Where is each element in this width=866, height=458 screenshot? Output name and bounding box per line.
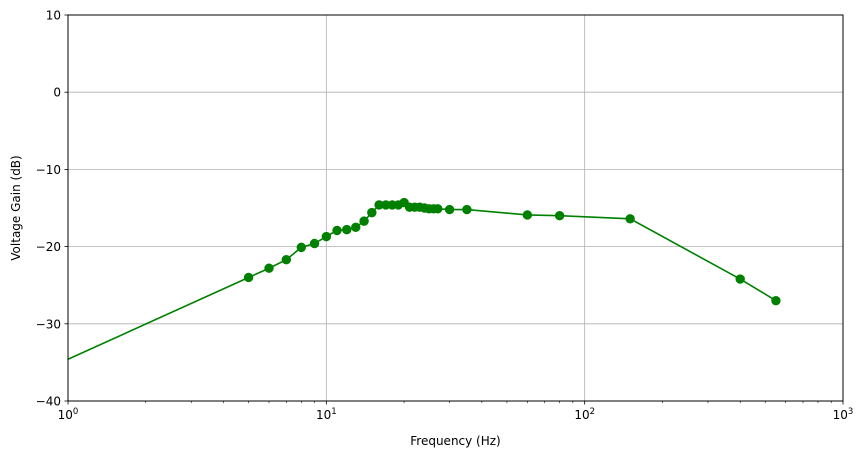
y-tick-label: 10 <box>46 9 61 23</box>
data-point <box>771 295 781 306</box>
data-point <box>332 225 342 236</box>
data-point <box>351 222 361 233</box>
x-tick-label: 101 <box>316 407 337 422</box>
data-point <box>444 204 455 215</box>
data-point <box>462 204 472 215</box>
data-point <box>309 238 320 249</box>
x-axis-label: Frequency (Hz) <box>410 434 501 448</box>
y-tick-label: −20 <box>36 240 61 254</box>
y-axis-label: Voltage Gain (dB) <box>9 155 23 260</box>
series-layer <box>67 197 781 360</box>
y-tick-label: −30 <box>36 317 61 331</box>
y-tick-label: −10 <box>36 163 61 177</box>
data-point <box>367 207 377 218</box>
y-tick-label: 0 <box>53 86 61 100</box>
data-point <box>433 204 443 214</box>
data-point <box>243 272 254 283</box>
y-tick-label: −40 <box>36 395 61 409</box>
data-point <box>342 224 352 235</box>
x-axis: 100 101 102 103 <box>58 401 854 422</box>
plot-frame <box>67 14 844 402</box>
y-axis: 10 0 −10 −20 −30 −40 <box>36 9 68 409</box>
data-point <box>359 216 369 226</box>
data-point <box>281 255 292 265</box>
data-point <box>554 211 565 221</box>
data-point <box>625 214 635 224</box>
data-point <box>735 274 745 284</box>
x-tick-label: 103 <box>833 407 854 422</box>
data-point <box>321 231 332 242</box>
x-tick-label: 100 <box>58 407 79 422</box>
data-point <box>264 263 274 273</box>
data-point <box>296 242 306 253</box>
data-point <box>522 210 533 220</box>
x-tick-label: 102 <box>574 407 595 422</box>
